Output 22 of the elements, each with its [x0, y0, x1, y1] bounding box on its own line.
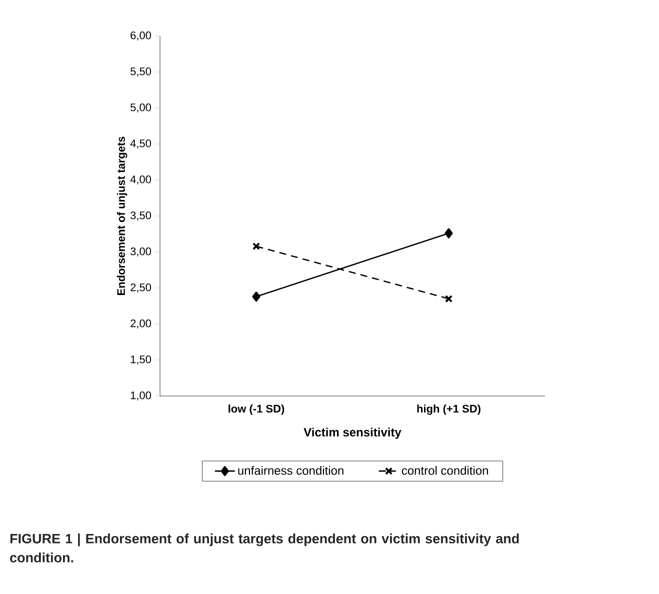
point — [252, 242, 260, 250]
y-tick-label: 3,50 — [130, 211, 152, 221]
y-axis-title: Endorsement of unjust targets — [116, 136, 128, 296]
point — [444, 228, 453, 238]
y-tick-label: 4,50 — [130, 139, 152, 149]
point — [252, 292, 260, 302]
y-tick-label: 1,00 — [130, 391, 152, 401]
y-tick-label: 2,50 — [130, 283, 152, 293]
point — [444, 294, 453, 303]
y-tick-label: 2,00 — [130, 319, 152, 329]
y-tick-label: 1,50 — [130, 355, 152, 365]
y-tick-label: 5,50 — [130, 67, 152, 77]
y-tick-label: 4,00 — [130, 175, 152, 185]
x-axis-title: Victim sensitivity — [304, 428, 402, 439]
caption: FIGURE 1 | Endorsement of unjust targets dependent on victim sensitivity and condition. — [10, 534, 519, 562]
x-tick-label: low (-1 SD) — [228, 404, 284, 415]
y-tick-label: 5,00 — [130, 103, 152, 113]
legend-label: unfairness condition — [238, 466, 344, 475]
y-tick-label: 3,00 — [130, 247, 152, 257]
y-tick-label: 6,00 — [130, 31, 152, 41]
x-tick-label: high (+1 SD) — [417, 404, 480, 415]
legend-label: control condition — [402, 466, 488, 475]
